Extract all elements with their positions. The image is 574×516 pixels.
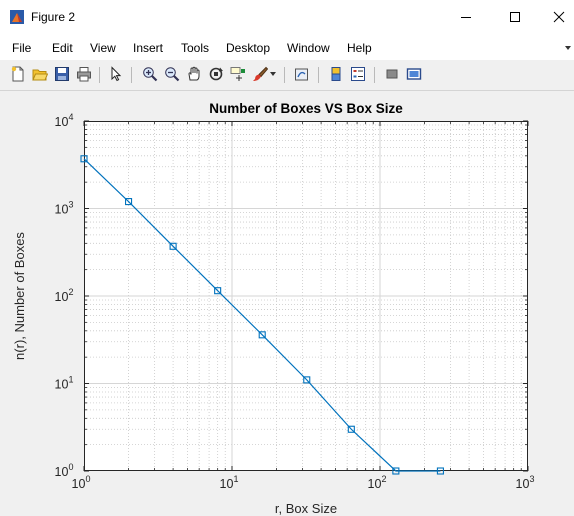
new-file-icon	[11, 66, 24, 82]
rotate-3d-icon	[209, 67, 223, 81]
window-titlebar: Figure 2	[0, 0, 574, 34]
window-title: Figure 2	[31, 10, 76, 24]
save-figure-button[interactable]	[52, 64, 72, 84]
maximize-icon	[510, 12, 520, 22]
pan-button[interactable]	[184, 64, 204, 84]
data-cursor-button[interactable]	[228, 64, 248, 84]
y-tick-label: 102	[55, 287, 74, 304]
y-tick-exponent: 0	[68, 462, 73, 472]
hide-plot-tools-button[interactable]	[382, 64, 402, 84]
menu-insert[interactable]: Insert	[133, 41, 164, 55]
data-point-marker[interactable]	[347, 425, 355, 433]
menu-overflow-icon[interactable]	[565, 43, 571, 53]
brush-button[interactable]	[250, 64, 270, 84]
figure-toolbar	[0, 60, 574, 91]
brush-dropdown-button[interactable]	[268, 64, 278, 84]
toolbar-separator	[131, 67, 132, 83]
print-figure-button[interactable]	[74, 64, 94, 84]
y-axis-label: n(r), Number of Boxes	[12, 232, 27, 360]
arrow-cursor-icon	[111, 66, 122, 82]
data-point-marker[interactable]	[436, 467, 444, 475]
insert-colorbar-button[interactable]	[326, 64, 346, 84]
x-tick-exponent: 0	[85, 474, 90, 484]
link-plot-icon	[295, 68, 308, 81]
data-cursor-icon	[230, 67, 245, 81]
close-button[interactable]	[536, 0, 574, 34]
menu-view[interactable]: View	[90, 41, 116, 55]
x-tick-exponent: 3	[529, 474, 534, 484]
zoom-in-button[interactable]	[140, 64, 160, 84]
data-point-marker[interactable]	[125, 198, 133, 206]
y-tick-label: 103	[55, 200, 74, 217]
minimize-button[interactable]	[443, 0, 489, 34]
y-tick-exponent: 1	[68, 375, 73, 385]
show-plot-tools-icon	[406, 68, 422, 80]
menu-desktop[interactable]: Desktop	[226, 41, 271, 55]
y-tick-exponent: 3	[68, 200, 73, 210]
matlab-figure-icon	[10, 10, 24, 24]
x-tick-exponent: 2	[381, 474, 386, 484]
axis-ticks	[83, 120, 529, 472]
colorbar-icon	[331, 67, 341, 81]
toolbar-separator	[318, 67, 319, 83]
menu-tools[interactable]: Tools	[181, 41, 210, 55]
maximize-button[interactable]	[492, 0, 538, 34]
data-series	[80, 155, 444, 475]
data-point-marker[interactable]	[392, 467, 400, 475]
x-tick-label: 100	[72, 474, 91, 491]
toolbar-separator	[99, 67, 100, 83]
edit-plot-button[interactable]	[106, 64, 126, 84]
data-point-marker[interactable]	[214, 287, 222, 295]
x-tick-label: 102	[368, 474, 387, 491]
rotate-3d-button[interactable]	[206, 64, 226, 84]
data-point-marker[interactable]	[303, 376, 311, 384]
major-grid	[84, 121, 528, 471]
y-tick-exponent: 2	[68, 287, 73, 297]
y-tick-label: 101	[55, 375, 74, 392]
chevron-down-icon	[270, 72, 276, 76]
insert-legend-button[interactable]	[348, 64, 368, 84]
data-point-marker[interactable]	[258, 331, 266, 339]
menu-help[interactable]: Help	[347, 41, 372, 55]
series-line[interactable]	[83, 158, 441, 472]
open-folder-icon	[32, 69, 48, 81]
new-figure-button[interactable]	[8, 64, 28, 84]
brush-icon	[253, 66, 268, 81]
toolbar-separator	[284, 67, 285, 83]
y-tick-exponent: 4	[68, 112, 73, 122]
data-point-marker[interactable]	[80, 155, 88, 163]
link-plot-button[interactable]	[292, 64, 312, 84]
chart-title: Number of Boxes VS Box Size	[209, 101, 403, 116]
x-tick-label: 101	[220, 474, 239, 491]
zoom-in-icon	[143, 67, 158, 82]
menu-edit[interactable]: Edit	[52, 41, 73, 55]
minimize-icon	[461, 17, 471, 18]
save-disk-icon	[55, 67, 69, 81]
zoom-out-button[interactable]	[162, 64, 182, 84]
printer-icon	[77, 67, 91, 82]
x-tick-exponent: 1	[233, 474, 238, 484]
hide-plot-tools-icon	[386, 69, 398, 79]
x-axis-label: r, Box Size	[275, 501, 337, 516]
menu-bar: File Edit View Insert Tools Desktop Wind…	[0, 38, 574, 58]
close-icon	[553, 11, 565, 23]
open-file-button[interactable]	[30, 64, 50, 84]
toolbar-separator	[374, 67, 375, 83]
menu-file[interactable]: File	[12, 41, 32, 55]
show-plot-tools-button[interactable]	[404, 64, 424, 84]
legend-icon	[351, 67, 365, 81]
menu-window[interactable]: Window	[287, 41, 330, 55]
zoom-out-icon	[165, 67, 180, 82]
y-tick-label: 104	[55, 112, 74, 129]
pan-hand-icon	[188, 66, 200, 81]
data-point-marker[interactable]	[169, 242, 177, 250]
x-tick-label: 103	[516, 474, 535, 491]
